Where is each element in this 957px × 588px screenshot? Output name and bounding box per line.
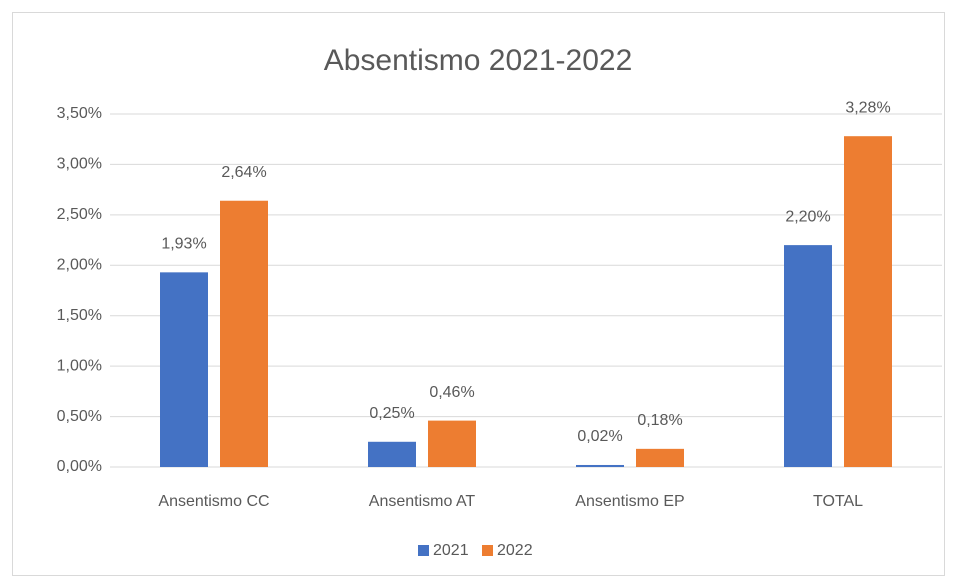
legend-label: 2021 bbox=[433, 542, 469, 559]
x-tick-label: Ansentismo AT bbox=[369, 493, 476, 510]
bar bbox=[636, 448, 684, 467]
bar bbox=[784, 245, 832, 467]
bar bbox=[576, 464, 624, 467]
y-tick-label: 1,50% bbox=[57, 307, 102, 324]
data-label: 0,25% bbox=[369, 405, 414, 422]
y-tick-label: 2,00% bbox=[57, 257, 102, 274]
x-tick-label: TOTAL bbox=[813, 493, 863, 510]
data-label: 2,64% bbox=[221, 164, 266, 181]
legend-label: 2022 bbox=[497, 542, 533, 559]
x-tick-label: Ansentismo CC bbox=[158, 493, 269, 510]
x-tick-label: Ansentismo EP bbox=[575, 493, 684, 510]
y-tick-label: 3,50% bbox=[57, 105, 102, 122]
y-tick-label: 3,00% bbox=[57, 156, 102, 173]
data-label: 3,28% bbox=[845, 99, 890, 116]
y-tick-label: 2,50% bbox=[57, 206, 102, 223]
legend-swatch bbox=[418, 545, 429, 556]
data-label: 0,46% bbox=[429, 384, 474, 401]
legend-swatch bbox=[482, 545, 493, 556]
y-tick-label: 0,00% bbox=[57, 458, 102, 475]
data-label: 0,18% bbox=[637, 412, 682, 429]
y-tick-label: 0,50% bbox=[57, 408, 102, 425]
bar bbox=[844, 136, 892, 467]
y-tick-label: 1,00% bbox=[57, 357, 102, 374]
bar bbox=[160, 272, 208, 467]
bar bbox=[368, 441, 416, 467]
bar bbox=[220, 200, 268, 468]
chart-title: Absentismo 2021-2022 bbox=[324, 44, 633, 77]
data-label: 1,93% bbox=[161, 236, 206, 253]
bar bbox=[428, 420, 476, 467]
data-label: 0,02% bbox=[577, 428, 622, 445]
data-label: 2,20% bbox=[785, 208, 830, 225]
